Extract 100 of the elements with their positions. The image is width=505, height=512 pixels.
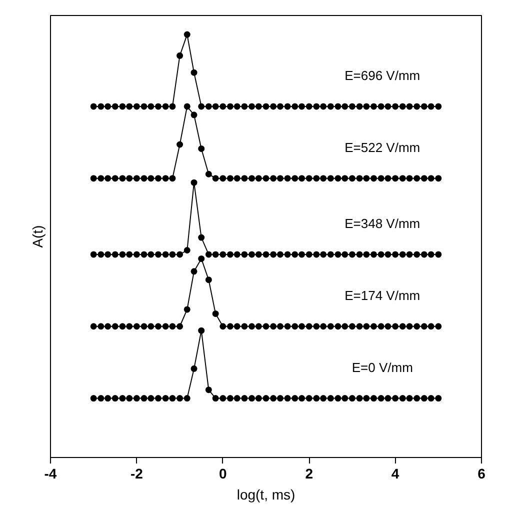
point — [234, 395, 240, 402]
x-axis-title: log(t, ms) — [236, 486, 296, 502]
point — [126, 251, 133, 258]
point — [198, 103, 205, 110]
point — [162, 323, 169, 330]
point — [342, 395, 348, 402]
point — [270, 251, 277, 258]
point — [104, 323, 112, 330]
point — [284, 395, 291, 402]
point — [348, 251, 356, 258]
point — [320, 103, 327, 110]
point — [298, 103, 306, 110]
point — [176, 395, 184, 402]
point — [399, 251, 406, 258]
point — [104, 395, 112, 402]
point — [90, 251, 97, 258]
point — [414, 251, 420, 258]
point — [140, 175, 148, 182]
point — [162, 175, 169, 182]
point — [234, 103, 240, 110]
point — [248, 103, 256, 110]
series-label: E=522 V/mm — [344, 140, 420, 156]
point — [399, 323, 406, 330]
point — [198, 255, 205, 262]
point — [414, 395, 420, 402]
point — [384, 251, 392, 258]
point — [370, 175, 377, 182]
point — [190, 112, 198, 118]
point — [140, 395, 148, 402]
point — [140, 103, 148, 110]
point — [262, 395, 270, 402]
point — [399, 175, 406, 182]
point — [276, 175, 284, 182]
point — [205, 276, 212, 284]
point — [169, 251, 176, 258]
point — [226, 103, 234, 110]
x-tick-label: 6 — [478, 466, 486, 482]
point — [98, 103, 104, 110]
point — [384, 323, 392, 330]
point — [248, 395, 256, 402]
point — [406, 103, 413, 110]
point — [184, 247, 190, 254]
point — [298, 251, 306, 258]
point — [292, 323, 298, 330]
point — [184, 103, 190, 110]
point — [133, 251, 140, 258]
x-tick-label: 4 — [391, 466, 400, 482]
series-label: E=0 V/mm — [352, 360, 413, 376]
point — [133, 323, 140, 330]
point — [348, 103, 356, 110]
point — [313, 175, 320, 182]
point — [334, 251, 342, 258]
point — [220, 323, 226, 330]
point — [428, 395, 434, 402]
point — [148, 175, 154, 182]
point — [356, 175, 363, 182]
point — [226, 175, 234, 182]
point — [414, 103, 420, 110]
point — [270, 103, 277, 110]
point — [392, 395, 399, 402]
point — [255, 175, 262, 182]
point — [112, 323, 118, 330]
point — [420, 395, 428, 402]
point — [276, 323, 284, 330]
point — [392, 103, 399, 110]
point — [313, 395, 320, 402]
series-label: E=348 V/mm — [344, 216, 420, 232]
point — [327, 251, 334, 258]
point — [133, 395, 140, 402]
point — [435, 395, 442, 402]
point — [399, 103, 406, 110]
point — [378, 175, 384, 182]
point — [162, 103, 169, 110]
point — [320, 251, 327, 258]
point — [133, 175, 140, 182]
point — [406, 323, 413, 330]
point — [306, 323, 312, 330]
point — [176, 323, 184, 330]
point — [378, 251, 384, 258]
point — [176, 141, 184, 148]
point — [169, 175, 176, 182]
point — [255, 103, 262, 110]
point — [255, 395, 262, 402]
point — [104, 103, 112, 110]
point — [190, 179, 198, 186]
point — [226, 251, 234, 258]
point — [190, 69, 198, 76]
point — [212, 251, 219, 258]
point — [119, 103, 126, 110]
point — [241, 395, 248, 402]
point — [414, 323, 420, 330]
point — [241, 323, 248, 330]
point — [155, 323, 162, 330]
point — [420, 323, 428, 330]
point — [428, 251, 434, 258]
point — [112, 251, 118, 258]
point — [435, 251, 442, 258]
point — [356, 395, 363, 402]
point — [126, 175, 133, 182]
point — [348, 395, 356, 402]
